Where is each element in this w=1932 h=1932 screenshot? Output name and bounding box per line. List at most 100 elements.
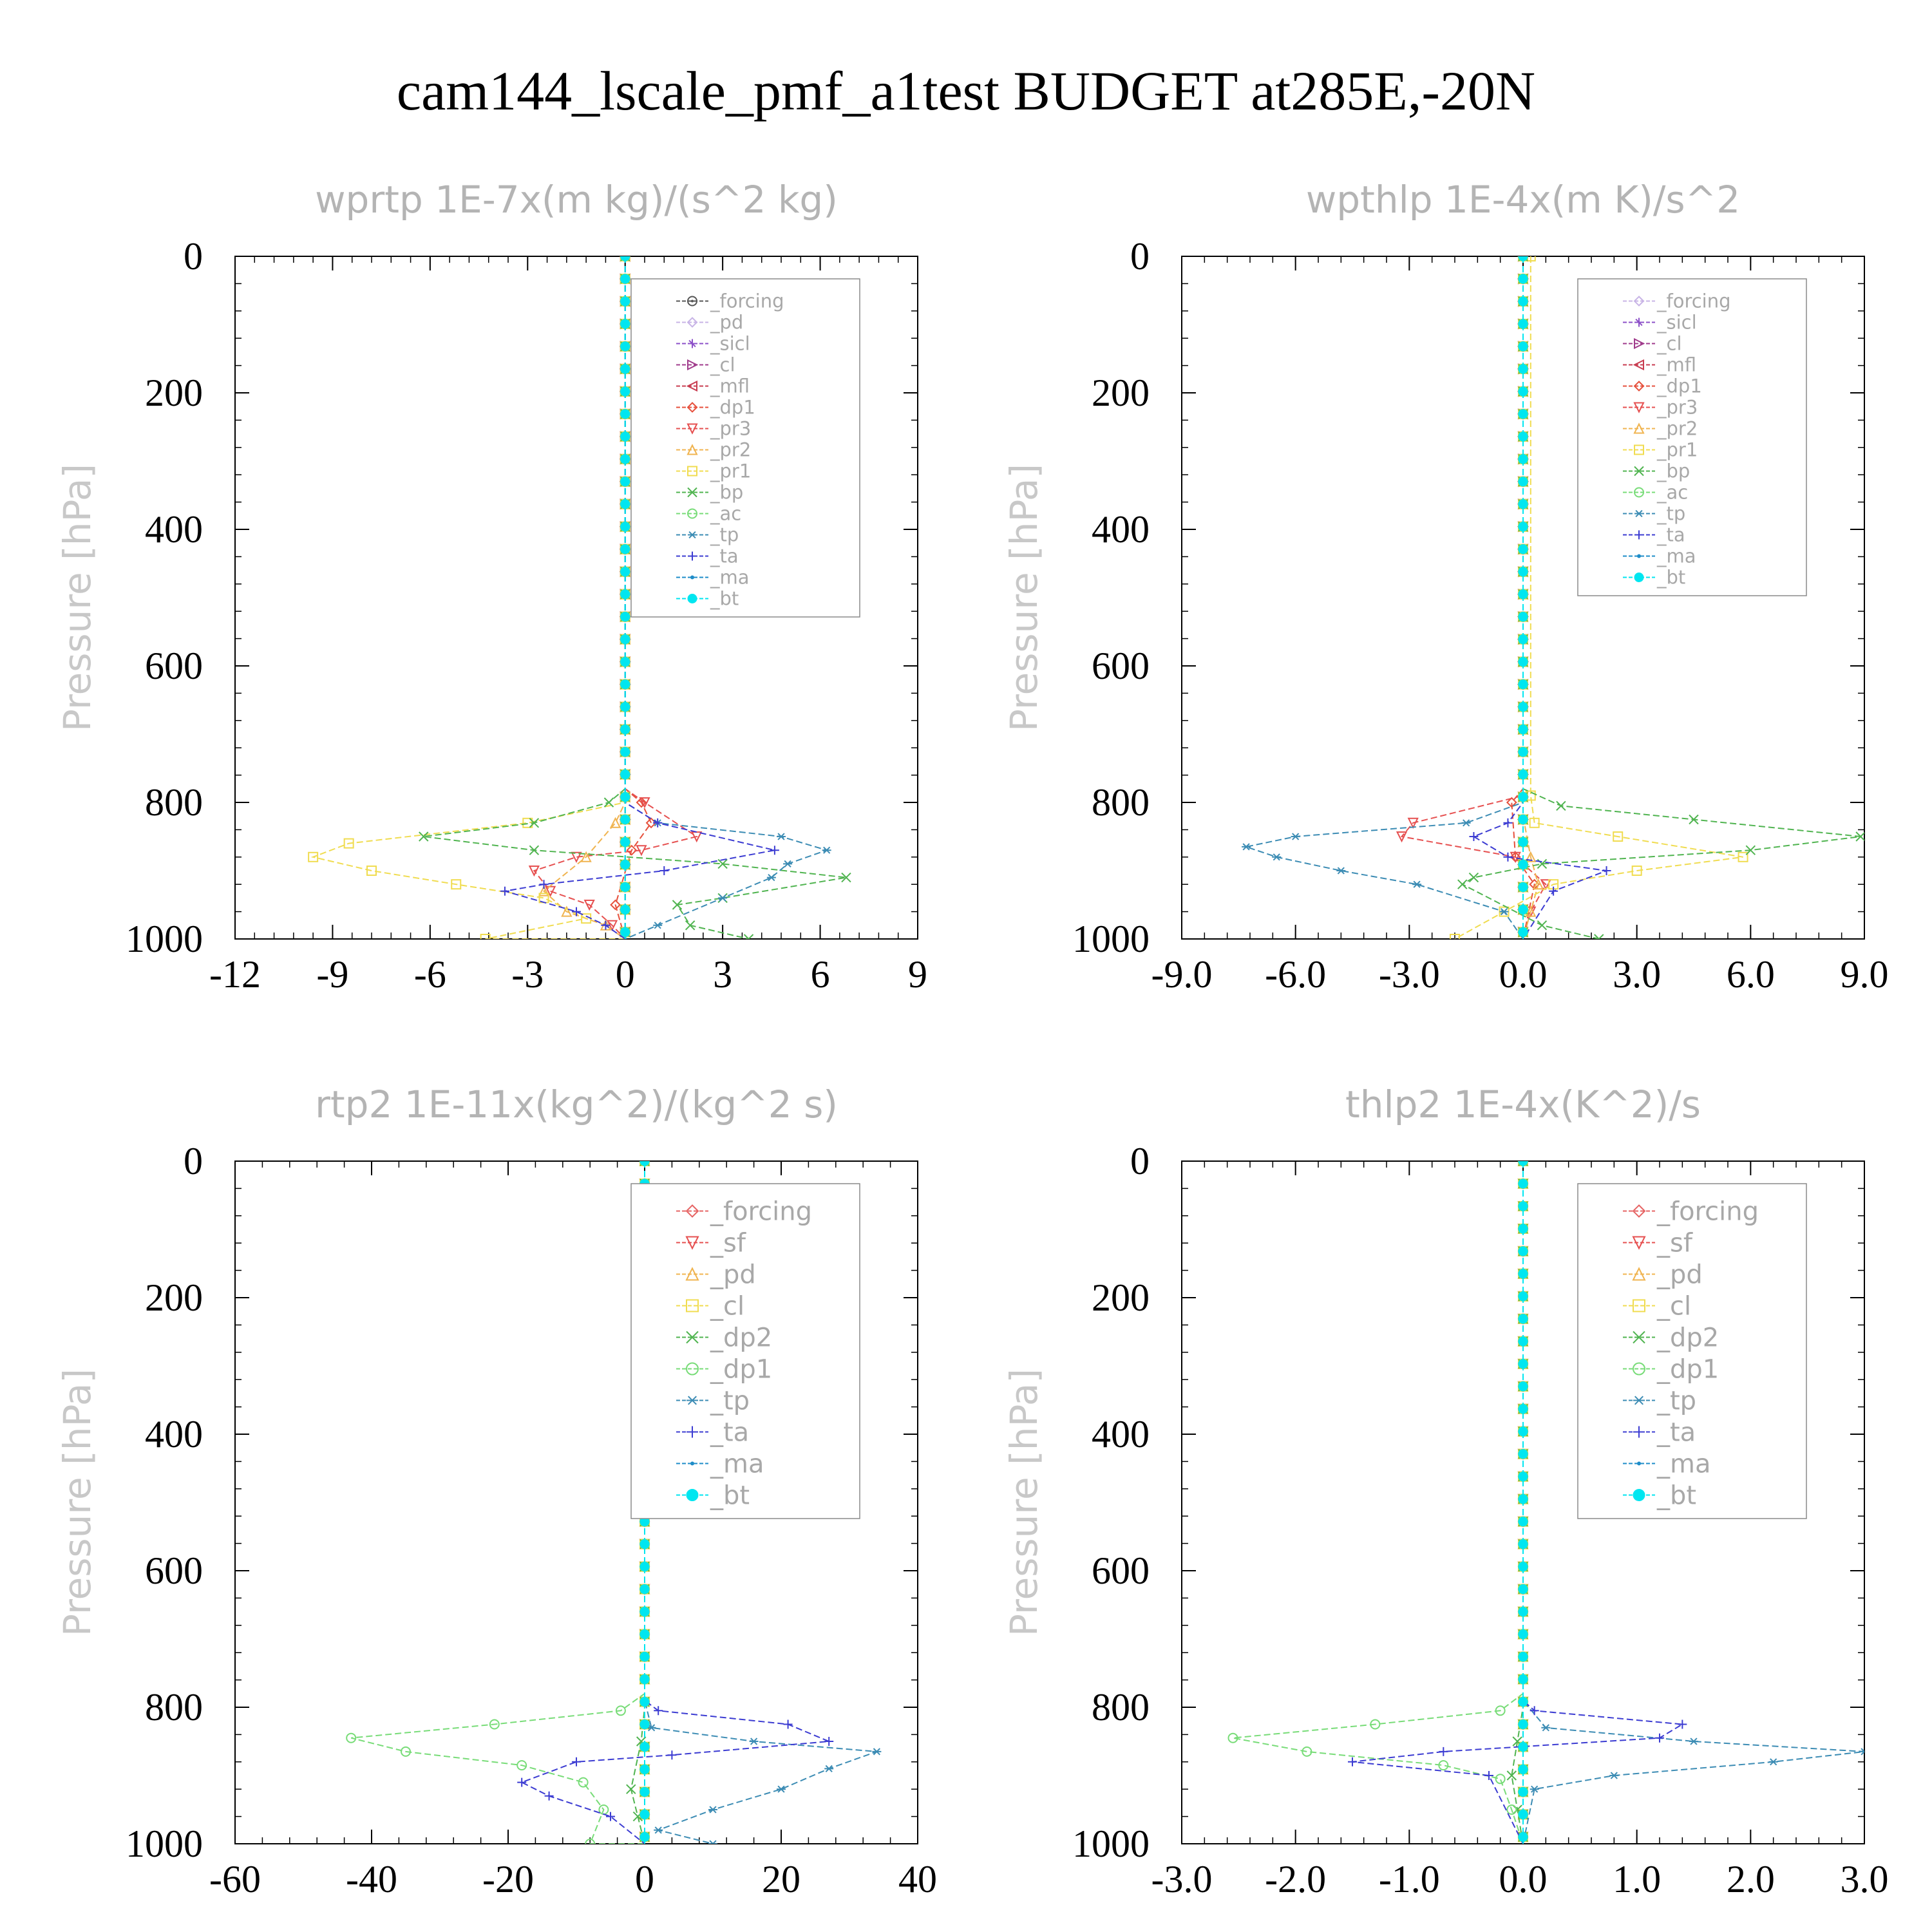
data-point <box>1855 831 1864 842</box>
legend: _forcing_sf_pd_cl_dp2_dp1_tp_ta_ma_bt <box>1577 1183 1807 1519</box>
data-point <box>620 837 630 847</box>
data-point <box>1518 1472 1528 1482</box>
data-point <box>1655 1733 1664 1743</box>
data-point <box>647 1724 656 1732</box>
panel-title: thlp2 1E-4x(K^2)/s <box>1345 1083 1701 1126</box>
data-point <box>1518 1404 1528 1414</box>
data-point <box>529 818 540 828</box>
y-tick-label: 0 <box>184 1140 203 1182</box>
y-axis-label: Pressure [hPa] <box>55 1368 99 1636</box>
data-point <box>1518 792 1528 802</box>
y-tick-label: 1000 <box>1072 1823 1150 1865</box>
data-point <box>1518 837 1528 847</box>
legend-label: _sicl <box>710 333 750 355</box>
legend-marker <box>687 296 697 307</box>
data-point <box>1518 1652 1528 1662</box>
data-point <box>1518 1517 1528 1527</box>
legend-marker <box>690 575 694 580</box>
data-point <box>685 920 696 931</box>
data-point <box>1518 409 1528 419</box>
y-tick-label: 400 <box>1092 1413 1150 1455</box>
legend-label: _dp2 <box>1656 1323 1719 1353</box>
y-tick-label: 200 <box>1092 1276 1150 1319</box>
data-point <box>1518 364 1528 374</box>
legend-label: _tp <box>710 1387 750 1416</box>
data-point <box>1506 797 1517 808</box>
data-point <box>1518 612 1528 622</box>
data-point <box>620 927 630 937</box>
data-point <box>620 589 630 600</box>
y-tick-label: 400 <box>1092 508 1150 551</box>
legend-label: _cl <box>710 354 735 376</box>
series-pr1 <box>308 256 630 939</box>
plot-frame <box>234 1160 918 1844</box>
x-tick-label: -3.0 <box>1151 1858 1213 1900</box>
x-tick-label: 0.0 <box>1499 953 1548 996</box>
legend-label: _pr2 <box>710 439 751 461</box>
data-point <box>308 851 319 862</box>
legend-marker <box>1633 1331 1645 1344</box>
legend-marker <box>1632 1267 1646 1281</box>
series-line <box>644 1161 877 1844</box>
y-tick-label: 800 <box>1092 781 1150 824</box>
data-point <box>620 454 630 464</box>
data-point <box>1484 1771 1493 1780</box>
legend-marker <box>1634 509 1643 518</box>
data-point <box>1506 1804 1517 1815</box>
y-tick-label: 800 <box>145 1686 203 1728</box>
legend-label: _ac <box>710 503 741 525</box>
data-point <box>1518 544 1528 554</box>
series-line <box>533 256 699 939</box>
data-point <box>639 1584 650 1595</box>
data-point <box>639 1786 650 1797</box>
data-point <box>1860 1748 1864 1756</box>
data-point <box>1518 1607 1528 1617</box>
series-line <box>1233 1161 1524 1844</box>
y-tick-label: 1000 <box>126 1823 203 1865</box>
legend-marker <box>687 487 697 498</box>
legend-marker-center <box>691 299 694 303</box>
data-point <box>615 1705 626 1716</box>
y-tick-label: 1000 <box>1072 918 1150 960</box>
legend-marker <box>1634 317 1643 327</box>
series-line <box>1511 256 1535 939</box>
data-point <box>1336 867 1346 875</box>
x-tick-label: -6 <box>414 953 446 996</box>
data-point <box>1503 852 1513 862</box>
legend-label: _sf <box>710 1229 746 1258</box>
data-point <box>783 1719 793 1729</box>
y-tick-label: 400 <box>145 1413 203 1455</box>
data-point <box>1518 274 1528 284</box>
x-tick-label: 20 <box>762 1858 800 1900</box>
legend-marker <box>688 531 697 539</box>
data-point <box>620 859 630 869</box>
data-point <box>620 634 630 645</box>
legend-label: _pr1 <box>710 460 751 482</box>
data-point <box>1518 904 1528 914</box>
data-point <box>1518 256 1528 261</box>
data-point <box>822 846 831 854</box>
data-point <box>603 797 614 808</box>
data-point <box>1291 833 1300 840</box>
plot-area <box>1242 256 1864 939</box>
data-point <box>620 341 630 352</box>
data-point <box>1518 815 1528 824</box>
data-point <box>620 274 630 284</box>
legend-label: _pr1 <box>1656 439 1698 461</box>
data-point <box>620 567 630 577</box>
legend-marker <box>1634 444 1644 455</box>
data-point <box>1518 859 1528 869</box>
y-tick-label: 400 <box>145 508 203 551</box>
y-tick-label: 800 <box>145 781 203 824</box>
x-tick-label: 3.0 <box>1841 1858 1889 1900</box>
data-point <box>1518 1269 1528 1279</box>
data-point <box>1370 1719 1381 1730</box>
legend-marker <box>686 1489 699 1501</box>
data-point <box>529 845 540 855</box>
data-point <box>777 833 786 840</box>
x-tick-label: -40 <box>346 1858 397 1900</box>
data-point <box>841 872 851 883</box>
data-point <box>1518 386 1528 397</box>
data-point <box>528 866 540 877</box>
legend-label: _dp1 <box>1656 375 1702 397</box>
